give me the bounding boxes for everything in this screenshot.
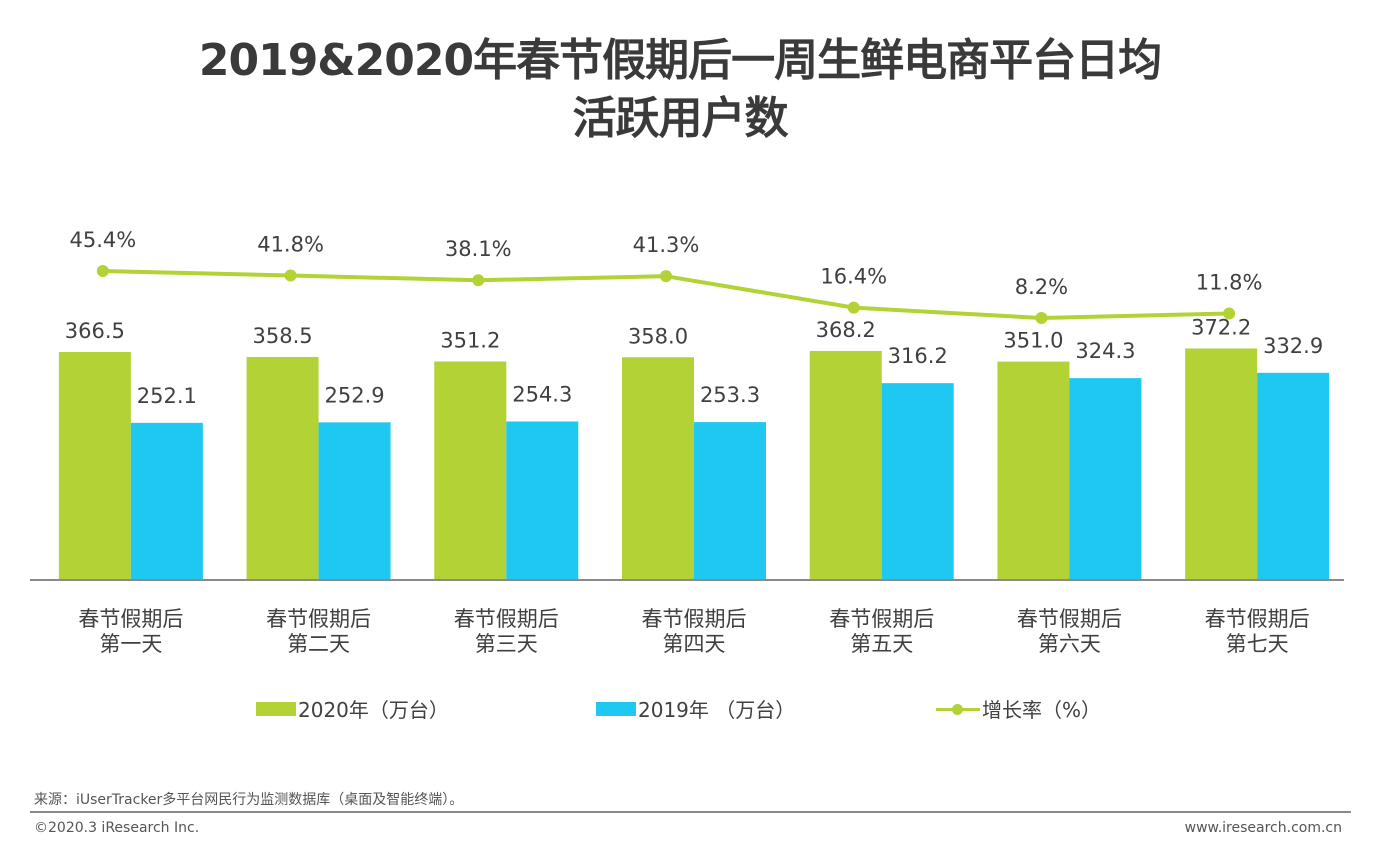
growth-rate-label: 38.1% [445, 237, 512, 261]
x-tick-label-line2: 第五天 [850, 632, 913, 656]
x-tick-label-line1: 春节假期后 [1205, 607, 1310, 631]
bar-2019 [881, 383, 954, 579]
bar-2019 [318, 422, 391, 579]
growth-rate-label: 11.8% [1196, 270, 1263, 294]
legend-item-2020: 2020年（万台） [256, 694, 449, 723]
website-url: www.iresearch.com.cn [1184, 820, 1342, 836]
data-label-2019: 253.3 [700, 383, 760, 407]
chart-title-line-1: 2019&2020年春节假期后一周生鲜电商平台日均 [198, 35, 1162, 86]
data-label-2019: 252.1 [137, 384, 197, 408]
data-label-2020: 366.5 [65, 319, 125, 343]
data-label-2019: 252.9 [325, 383, 385, 407]
x-tick-label-line1: 春节假期后 [454, 607, 559, 631]
data-label-2019: 316.2 [888, 344, 948, 368]
growth-rate-label: 45.4% [69, 228, 136, 252]
bar-2019 [694, 422, 766, 579]
growth-rate-point [1035, 312, 1048, 324]
growth-rate-point [96, 265, 109, 277]
chart-title-line-2: 活跃用户数 [572, 93, 789, 144]
legend-swatch-2020 [256, 701, 296, 716]
growth-rate-point [472, 274, 485, 287]
growth-rate-label: 16.4% [820, 265, 887, 289]
bar-2020 [809, 350, 882, 579]
legend-label-2019: 2019年 （万台） [638, 698, 796, 722]
data-label-2020: 358.5 [253, 324, 313, 348]
source-note: 来源：iUserTracker多平台网民行为监测数据库（桌面及智能终端）。 [34, 792, 464, 808]
copyright: ©2020.3 iResearch Inc. [34, 820, 200, 836]
bar-2020 [246, 356, 319, 579]
data-label-2020: 351.0 [1003, 329, 1063, 353]
growth-rate-point [1223, 307, 1236, 320]
x-tick-label-line1: 春节假期后 [78, 607, 183, 631]
bar-2020 [1185, 348, 1258, 579]
x-tick-label-line2: 第六天 [1038, 632, 1101, 656]
legend-item-2019: 2019年 （万台） [596, 694, 795, 723]
growth-rate-point [847, 301, 860, 314]
bar-2020 [622, 357, 694, 579]
data-label-2020: 351.2 [440, 328, 500, 352]
footer-divider [30, 811, 1351, 813]
data-label-2020: 372.2 [1191, 315, 1251, 339]
bar-2019 [506, 421, 579, 579]
x-tick-label-line2: 第七天 [1226, 632, 1289, 656]
growth-rate-label: 41.8% [257, 233, 324, 257]
bar-2020 [58, 352, 131, 579]
x-tick-label-line1: 春节假期后 [642, 607, 747, 631]
legend-swatch-2019 [596, 701, 636, 716]
bar-2019 [130, 422, 203, 579]
data-label-2020: 358.0 [628, 324, 688, 348]
growth-rate-label: 8.2% [1015, 275, 1068, 299]
x-tick-label-line1: 春节假期后 [266, 607, 371, 631]
legend-item-growth: 增长率（%） [936, 694, 1101, 723]
x-tick-label-line2: 第四天 [663, 632, 726, 656]
growth-rate-point [284, 269, 297, 282]
legend-line-marker-icon [936, 702, 980, 716]
data-label-2019: 254.3 [512, 382, 572, 406]
bar-2020 [997, 361, 1070, 579]
data-label-2019: 332.9 [1263, 334, 1323, 358]
legend-label-2020: 2020年（万台） [298, 698, 449, 722]
bar-2019 [1257, 372, 1330, 579]
x-tick-label-line2: 第二天 [287, 632, 350, 656]
bar-2019 [1069, 378, 1142, 579]
legend-label-growth: 增长率（%） [982, 698, 1102, 722]
x-tick-label-line1: 春节假期后 [829, 607, 934, 631]
x-tick-label-line2: 第一天 [99, 632, 162, 656]
growth-rate-label: 41.3% [633, 233, 700, 257]
data-label-2020: 368.2 [816, 318, 876, 342]
x-tick-label-line1: 春节假期后 [1017, 607, 1122, 631]
growth-rate-point [660, 270, 672, 283]
bar-2020 [434, 361, 507, 579]
data-label-2019: 324.3 [1075, 339, 1135, 363]
x-tick-label-line2: 第三天 [475, 632, 538, 656]
